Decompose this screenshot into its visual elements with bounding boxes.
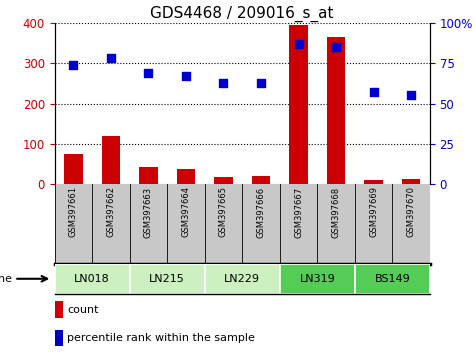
Point	[107, 56, 115, 61]
Title: GDS4468 / 209016_s_at: GDS4468 / 209016_s_at	[151, 5, 334, 22]
Text: GSM397662: GSM397662	[106, 187, 115, 238]
Point	[219, 80, 227, 85]
Point	[370, 90, 377, 95]
Bar	[280, 264, 355, 294]
Bar	[289, 25, 308, 184]
Point	[332, 44, 340, 50]
Bar	[64, 154, 83, 184]
Text: GSM397666: GSM397666	[256, 187, 266, 238]
Point	[407, 93, 415, 98]
Bar	[205, 264, 280, 294]
Bar	[55, 264, 130, 294]
Bar	[102, 136, 120, 184]
Point	[257, 80, 265, 85]
Text: GSM397661: GSM397661	[69, 187, 78, 238]
Text: GSM397665: GSM397665	[219, 187, 228, 238]
Text: GSM397670: GSM397670	[407, 187, 416, 238]
Text: percentile rank within the sample: percentile rank within the sample	[67, 333, 255, 343]
Bar	[214, 177, 233, 184]
Bar	[355, 264, 430, 294]
Bar	[130, 264, 205, 294]
Text: GSM397667: GSM397667	[294, 187, 303, 238]
Bar	[327, 37, 345, 184]
Bar	[177, 169, 195, 184]
Text: GSM397663: GSM397663	[144, 187, 153, 238]
Text: BS149: BS149	[374, 274, 410, 284]
Bar	[402, 179, 420, 184]
Text: cell line: cell line	[0, 274, 12, 284]
Text: count: count	[67, 305, 98, 315]
Text: LN018: LN018	[74, 274, 110, 284]
Point	[69, 62, 77, 68]
Bar	[364, 180, 383, 184]
Point	[294, 41, 302, 47]
Point	[182, 73, 190, 79]
Text: LN229: LN229	[224, 274, 260, 284]
Text: LN319: LN319	[299, 274, 335, 284]
Point	[144, 70, 152, 76]
Text: LN215: LN215	[149, 274, 185, 284]
Text: GSM397669: GSM397669	[369, 187, 378, 238]
Bar	[252, 176, 270, 184]
Text: GSM397664: GSM397664	[181, 187, 190, 238]
Bar	[139, 167, 158, 184]
Text: GSM397668: GSM397668	[332, 187, 341, 238]
